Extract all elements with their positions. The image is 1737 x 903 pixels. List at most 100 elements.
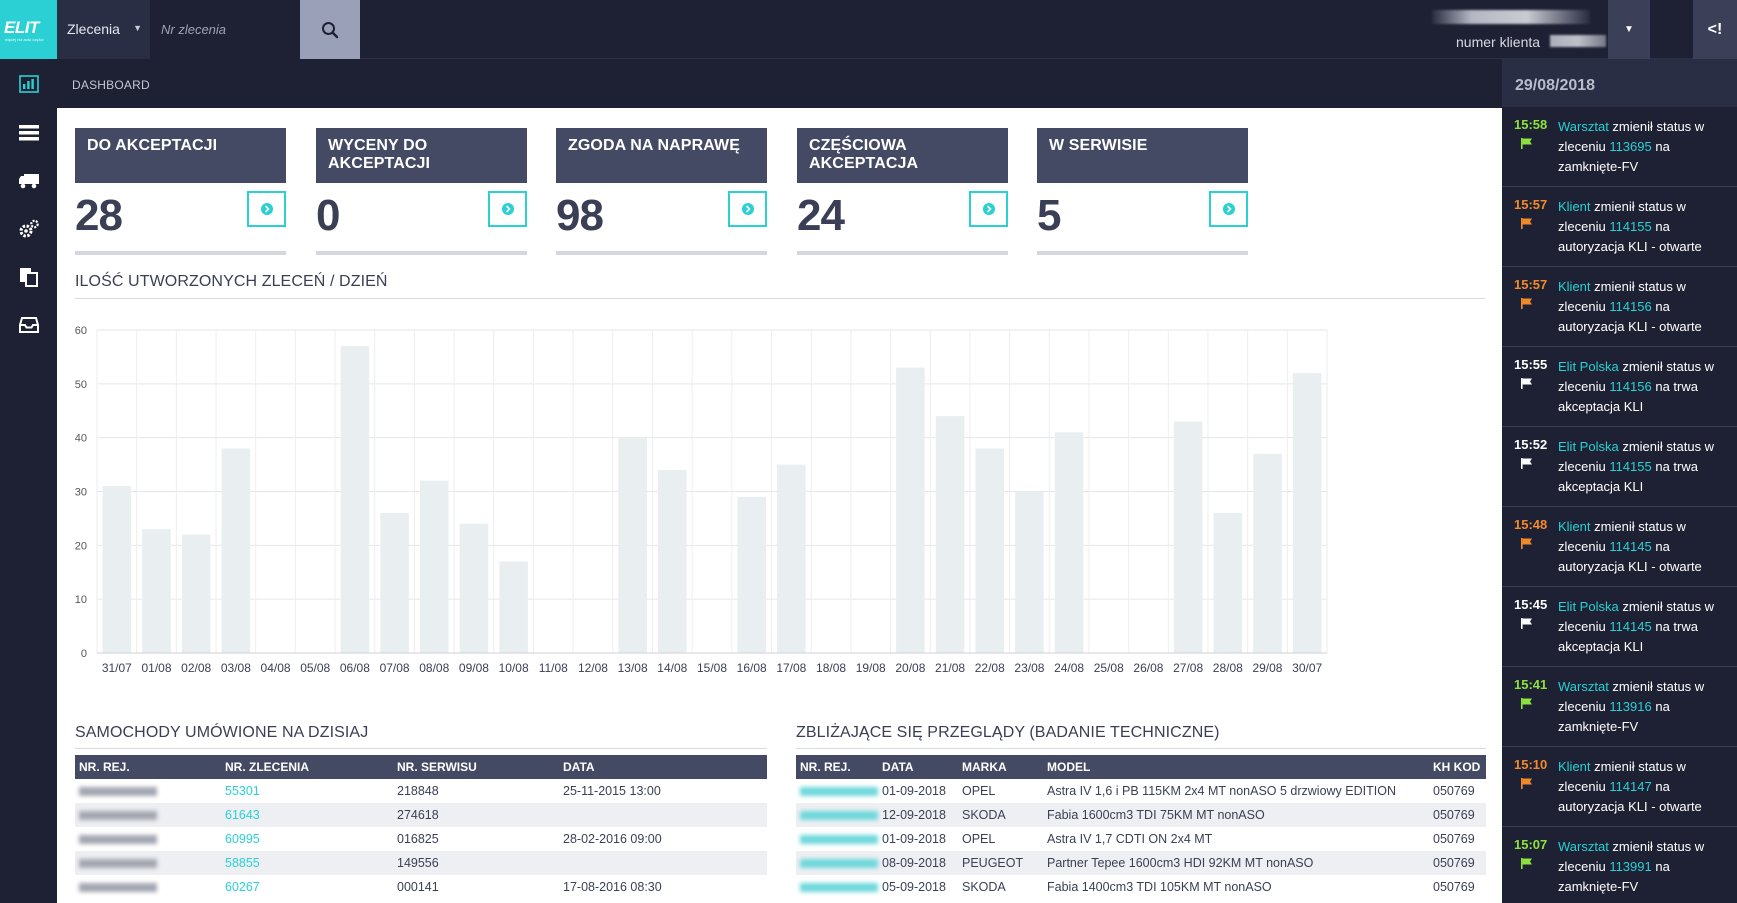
list-icon[interactable] [17,121,41,145]
search-button[interactable] [300,0,360,59]
order-link-text[interactable]: 60267 [225,880,260,894]
documents-icon[interactable] [17,265,41,289]
x-tick-label: 17/08 [776,661,806,675]
x-tick-label: 20/08 [895,661,925,675]
model: Partner Tepee 1600cm3 HDI 92KM MT nonASO [1043,851,1429,875]
card-open-button[interactable] [1209,191,1248,227]
activity-order-link[interactable]: 113916 [1609,699,1652,714]
bar [102,486,132,653]
table-row: 60267 000141 17-08-2016 08:30 [75,875,767,899]
arrow-right-circle-icon [260,203,273,215]
x-tick-label: 24/08 [1054,661,1084,675]
client-number-label: numer klienta [1456,34,1541,50]
x-tick-label: 30/07 [1292,661,1322,675]
column-header: DATA [559,755,767,779]
divider [75,748,767,749]
activity-order-link[interactable]: 114145 [1609,539,1652,554]
activity-order-link[interactable]: 114155 [1609,459,1652,474]
activity-item[interactable]: 15:07 Warsztat zmienił status w zleceniu … [1502,827,1737,903]
order-link[interactable]: 60995 [221,827,393,851]
activity-item[interactable]: 15:57 Klient zmienił status w zleceniu 11… [1502,187,1737,267]
activity-order-link[interactable]: 113695 [1609,139,1652,154]
bar [935,416,965,653]
order-link[interactable]: 55301 [221,779,393,803]
x-tick-label: 08/08 [419,661,449,675]
order-link-text[interactable]: 58855 [225,856,260,870]
dashboard-icon[interactable] [17,72,41,96]
card-open-button[interactable] [247,191,286,227]
activity-verb: zmienił status w zleceniu [1558,119,1705,154]
activity-order-link[interactable]: 114145 [1609,619,1652,634]
y-tick-label: 50 [75,379,87,391]
table-row: 05-09-2018 SKODA Fabia 1400cm3 TDI 105KM… [796,875,1486,899]
x-tick-label: 28/08 [1213,661,1243,675]
card-open-button[interactable] [969,191,1008,227]
plate-redacted [75,851,221,875]
activity-item[interactable]: 15:52 Elit Polska zmienił status w zlecen… [1502,427,1737,507]
order-search-input[interactable] [150,0,300,59]
activity-status: na autoryzacja KLI - otwarte [1558,299,1702,334]
inbox-icon[interactable] [17,313,41,337]
x-tick-label: 27/08 [1173,661,1203,675]
gears-icon[interactable] [17,217,41,241]
activity-order-link[interactable]: 114147 [1609,779,1652,794]
flag-icon [1521,218,1532,229]
x-tick-label: 29/08 [1252,661,1282,675]
user-menu-button[interactable]: ▼ [1608,0,1650,59]
card-value: 24 [797,191,845,240]
activity-time: 15:57 [1514,197,1548,212]
card-value: 28 [75,191,123,240]
bar [1015,491,1044,653]
flag-icon [1521,538,1532,549]
card-open-button[interactable] [488,191,527,227]
toggle-activity-panel-button[interactable]: <! [1693,0,1737,59]
activity-item[interactable]: 15:55 Elit Polska zmienił status w zlecen… [1502,347,1737,427]
bar [380,513,409,653]
activity-verb: zmienił status w zleceniu [1558,599,1715,634]
order-link-text[interactable]: 61643 [225,808,260,822]
status-card-repair-approval: ZGODA NA NAPRAWĘ 98 [556,128,767,255]
activity-actor: Klient [1558,519,1591,534]
bar [1292,373,1322,653]
order-link[interactable]: 58855 [221,851,393,875]
activity-item[interactable]: 15:48 Klient zmienił status w zleceniu 11… [1502,507,1737,587]
card-value: 5 [1037,191,1062,240]
search-type-select[interactable]: Zlecenia ▼ [57,0,150,59]
service-number: 218848 [397,784,439,798]
activity-verb: zmienił status w zleceniu [1558,679,1705,714]
activity-item[interactable]: 15:45 Elit Polska zmienił status w zlecen… [1502,587,1737,667]
x-tick-label: 06/08 [340,661,370,675]
truck-icon[interactable] [17,169,41,193]
order-link[interactable]: 61643 [221,803,393,827]
order-link-text[interactable]: 55301 [225,784,260,798]
kh-code: 050769 [1433,880,1475,894]
activity-actor: Klient [1558,279,1591,294]
brand: PEUGEOT [958,851,1043,875]
card-open-button[interactable] [728,191,767,227]
activity-item[interactable]: 15:57 Klient zmienił status w zleceniu 11… [1502,267,1737,347]
plate-redacted [796,875,878,899]
appointment-date [559,851,767,875]
y-tick-label: 10 [75,594,87,606]
inspection-date: 05-09-2018 [882,880,946,894]
activity-time: 15:52 [1514,437,1548,452]
user-name-redacted [1432,10,1590,24]
activity-order-link[interactable]: 114156 [1609,379,1652,394]
activity-order-link[interactable]: 114155 [1609,219,1652,234]
activity-item[interactable]: 15:58 Warsztat zmienił status w zleceniu … [1502,107,1737,187]
activity-status: na autoryzacja KLI - otwarte [1558,779,1702,814]
activity-item[interactable]: 15:41 Warsztat zmienił status w zleceniu … [1502,667,1737,747]
order-link-text[interactable]: 60995 [225,832,260,846]
appointment-date: 28-02-2016 09:00 [563,832,662,846]
logo[interactable]: ELIT więcej niż auto części [0,0,57,59]
activity-time: 15:58 [1514,117,1548,132]
activity-time: 15:10 [1514,757,1548,772]
activity-order-link[interactable]: 113991 [1609,859,1652,874]
order-link[interactable]: 60267 [221,875,393,899]
x-tick-label: 04/08 [261,661,291,675]
flag-icon [1521,378,1532,389]
inspection-date: 01-09-2018 [882,832,946,846]
activity-order-link[interactable]: 114156 [1609,299,1652,314]
bar [777,464,806,653]
activity-item[interactable]: 15:10 Klient zmienił status w zleceniu 11… [1502,747,1737,827]
